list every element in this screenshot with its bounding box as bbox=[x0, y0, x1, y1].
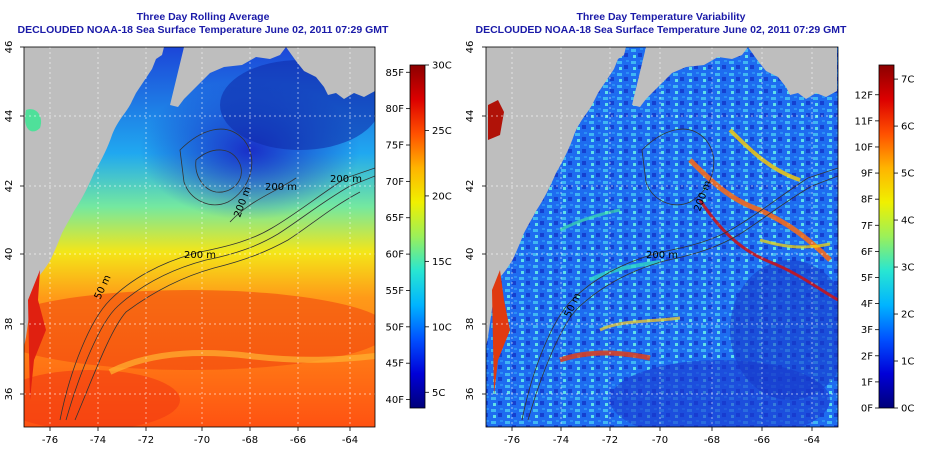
colorbar-label: 45F bbox=[386, 359, 405, 370]
right-map bbox=[486, 47, 838, 427]
colorbar-label: 5C bbox=[901, 169, 914, 180]
colorbar-label: 85F bbox=[386, 68, 405, 79]
left-y-tick: 46 bbox=[4, 41, 15, 54]
left-x-tick: -68 bbox=[242, 435, 258, 446]
right-subtitle: DECLOUDED NOAA-18 Sea Surface Temperatur… bbox=[475, 24, 847, 36]
left-subtitle: DECLOUDED NOAA-18 Sea Surface Temperatur… bbox=[17, 24, 389, 36]
right-y-tick: 36 bbox=[465, 388, 476, 401]
colorbar-label: 3C bbox=[901, 263, 914, 274]
right-y-tick: 44 bbox=[465, 110, 476, 123]
colorbar-label: 60F bbox=[386, 250, 405, 261]
colorbar-label: 40F bbox=[386, 395, 405, 406]
colorbar-label: 55F bbox=[386, 286, 405, 297]
colorbar-label: 3F bbox=[861, 325, 873, 336]
left-x-tick: -66 bbox=[290, 435, 306, 446]
colorbar-label: 75F bbox=[386, 141, 405, 152]
left-contour-label: 200 m bbox=[265, 182, 297, 193]
right-y-tick: 46 bbox=[465, 41, 476, 54]
right-bathymetry-contours bbox=[521, 128, 838, 421]
colorbar-label: 2C bbox=[901, 310, 914, 321]
colorbar-label: 20C bbox=[432, 191, 452, 202]
right-x-tick: -70 bbox=[652, 435, 668, 446]
left-x-tick: -64 bbox=[342, 435, 358, 446]
left-map bbox=[24, 47, 375, 427]
left-y-tick: 42 bbox=[4, 180, 15, 193]
left-title: Three Day Rolling Average bbox=[136, 11, 270, 23]
colorbar-label: 25C bbox=[432, 126, 452, 137]
left-contour-label: 200 m bbox=[330, 174, 362, 185]
right-y-tick: 42 bbox=[465, 180, 476, 193]
left-y-tick: 36 bbox=[4, 388, 15, 401]
right-x-tick: -64 bbox=[804, 435, 820, 446]
colorbar-label: 30C bbox=[432, 61, 452, 72]
colorbar-label: 15C bbox=[432, 257, 452, 268]
colorbar-label: 10C bbox=[432, 322, 452, 333]
right-y-tick: 40 bbox=[465, 248, 476, 261]
colorbar-label: 2F bbox=[861, 351, 873, 362]
right-contour-label: 200 m bbox=[646, 250, 678, 261]
colorbar-label: 6C bbox=[901, 122, 914, 133]
colorbar-label: 0C bbox=[901, 404, 914, 415]
colorbar-label: 1C bbox=[901, 357, 914, 368]
right-title: Three Day Temperature Variability bbox=[576, 11, 746, 23]
colorbar-label: 5F bbox=[861, 273, 873, 284]
colorbar-label: 50F bbox=[386, 322, 405, 333]
colorbar-label: 10F bbox=[855, 142, 874, 153]
colorbar-label: 70F bbox=[386, 177, 405, 188]
colorbar-label: 7F bbox=[861, 221, 873, 232]
left-x-axis: -76 -74 -72 -70 -68 -66 -64 bbox=[42, 435, 358, 446]
colorbar-label: 8F bbox=[861, 195, 873, 206]
left-contour-label: 200 m bbox=[184, 250, 216, 261]
right-x-tick: -76 bbox=[504, 435, 520, 446]
colorbar-label: 7C bbox=[901, 75, 914, 86]
right-y-axis: 36 38 40 42 44 46 bbox=[465, 41, 476, 401]
colorbar-label: 80F bbox=[386, 104, 405, 115]
colorbar-label: 6F bbox=[861, 247, 873, 258]
colorbar-label: 5C bbox=[432, 388, 445, 399]
colorbar-label: 9F bbox=[861, 169, 873, 180]
left-x-tick: -72 bbox=[138, 435, 154, 446]
right-x-tick: -72 bbox=[602, 435, 618, 446]
left-y-tick: 44 bbox=[4, 110, 15, 123]
left-x-tick: -74 bbox=[90, 435, 106, 446]
right-x-axis: -76 -74 -72 -70 -68 -66 -64 bbox=[504, 435, 820, 446]
left-colorbar: 40F 45F 50F 55F 60F 65F 70F 75F 80F 85F 5C 10C 15C 20… bbox=[386, 61, 452, 409]
left-y-axis: 36 38 40 42 44 46 bbox=[4, 41, 15, 401]
right-x-tick: -66 bbox=[754, 435, 770, 446]
left-bathymetry-contours bbox=[59, 128, 375, 421]
right-x-tick: -74 bbox=[553, 435, 569, 446]
colorbar-label: 4C bbox=[901, 216, 914, 227]
right-x-tick: -68 bbox=[704, 435, 720, 446]
left-x-tick: -76 bbox=[42, 435, 58, 446]
left-map-frame bbox=[23, 46, 376, 428]
colorbar-label: 11F bbox=[855, 116, 874, 127]
colorbar-label: 4F bbox=[861, 299, 873, 310]
colorbar-label: 0F bbox=[861, 404, 873, 415]
left-y-tick: 38 bbox=[4, 318, 15, 331]
left-y-tick: 40 bbox=[4, 248, 15, 261]
right-colorbar: 0F 1F 2F 3F 4F 5F 6F 7F 8F 9F 10F 11F 12F 0C 1C 2C 3C 4C 5… bbox=[855, 64, 914, 415]
colorbar-label: 65F bbox=[386, 213, 405, 224]
left-x-tick: -70 bbox=[194, 435, 210, 446]
colorbar-label: 1F bbox=[861, 377, 873, 388]
colorbar-label: 12F bbox=[855, 90, 874, 101]
right-y-tick: 38 bbox=[465, 318, 476, 331]
right-map-frame bbox=[485, 46, 839, 428]
